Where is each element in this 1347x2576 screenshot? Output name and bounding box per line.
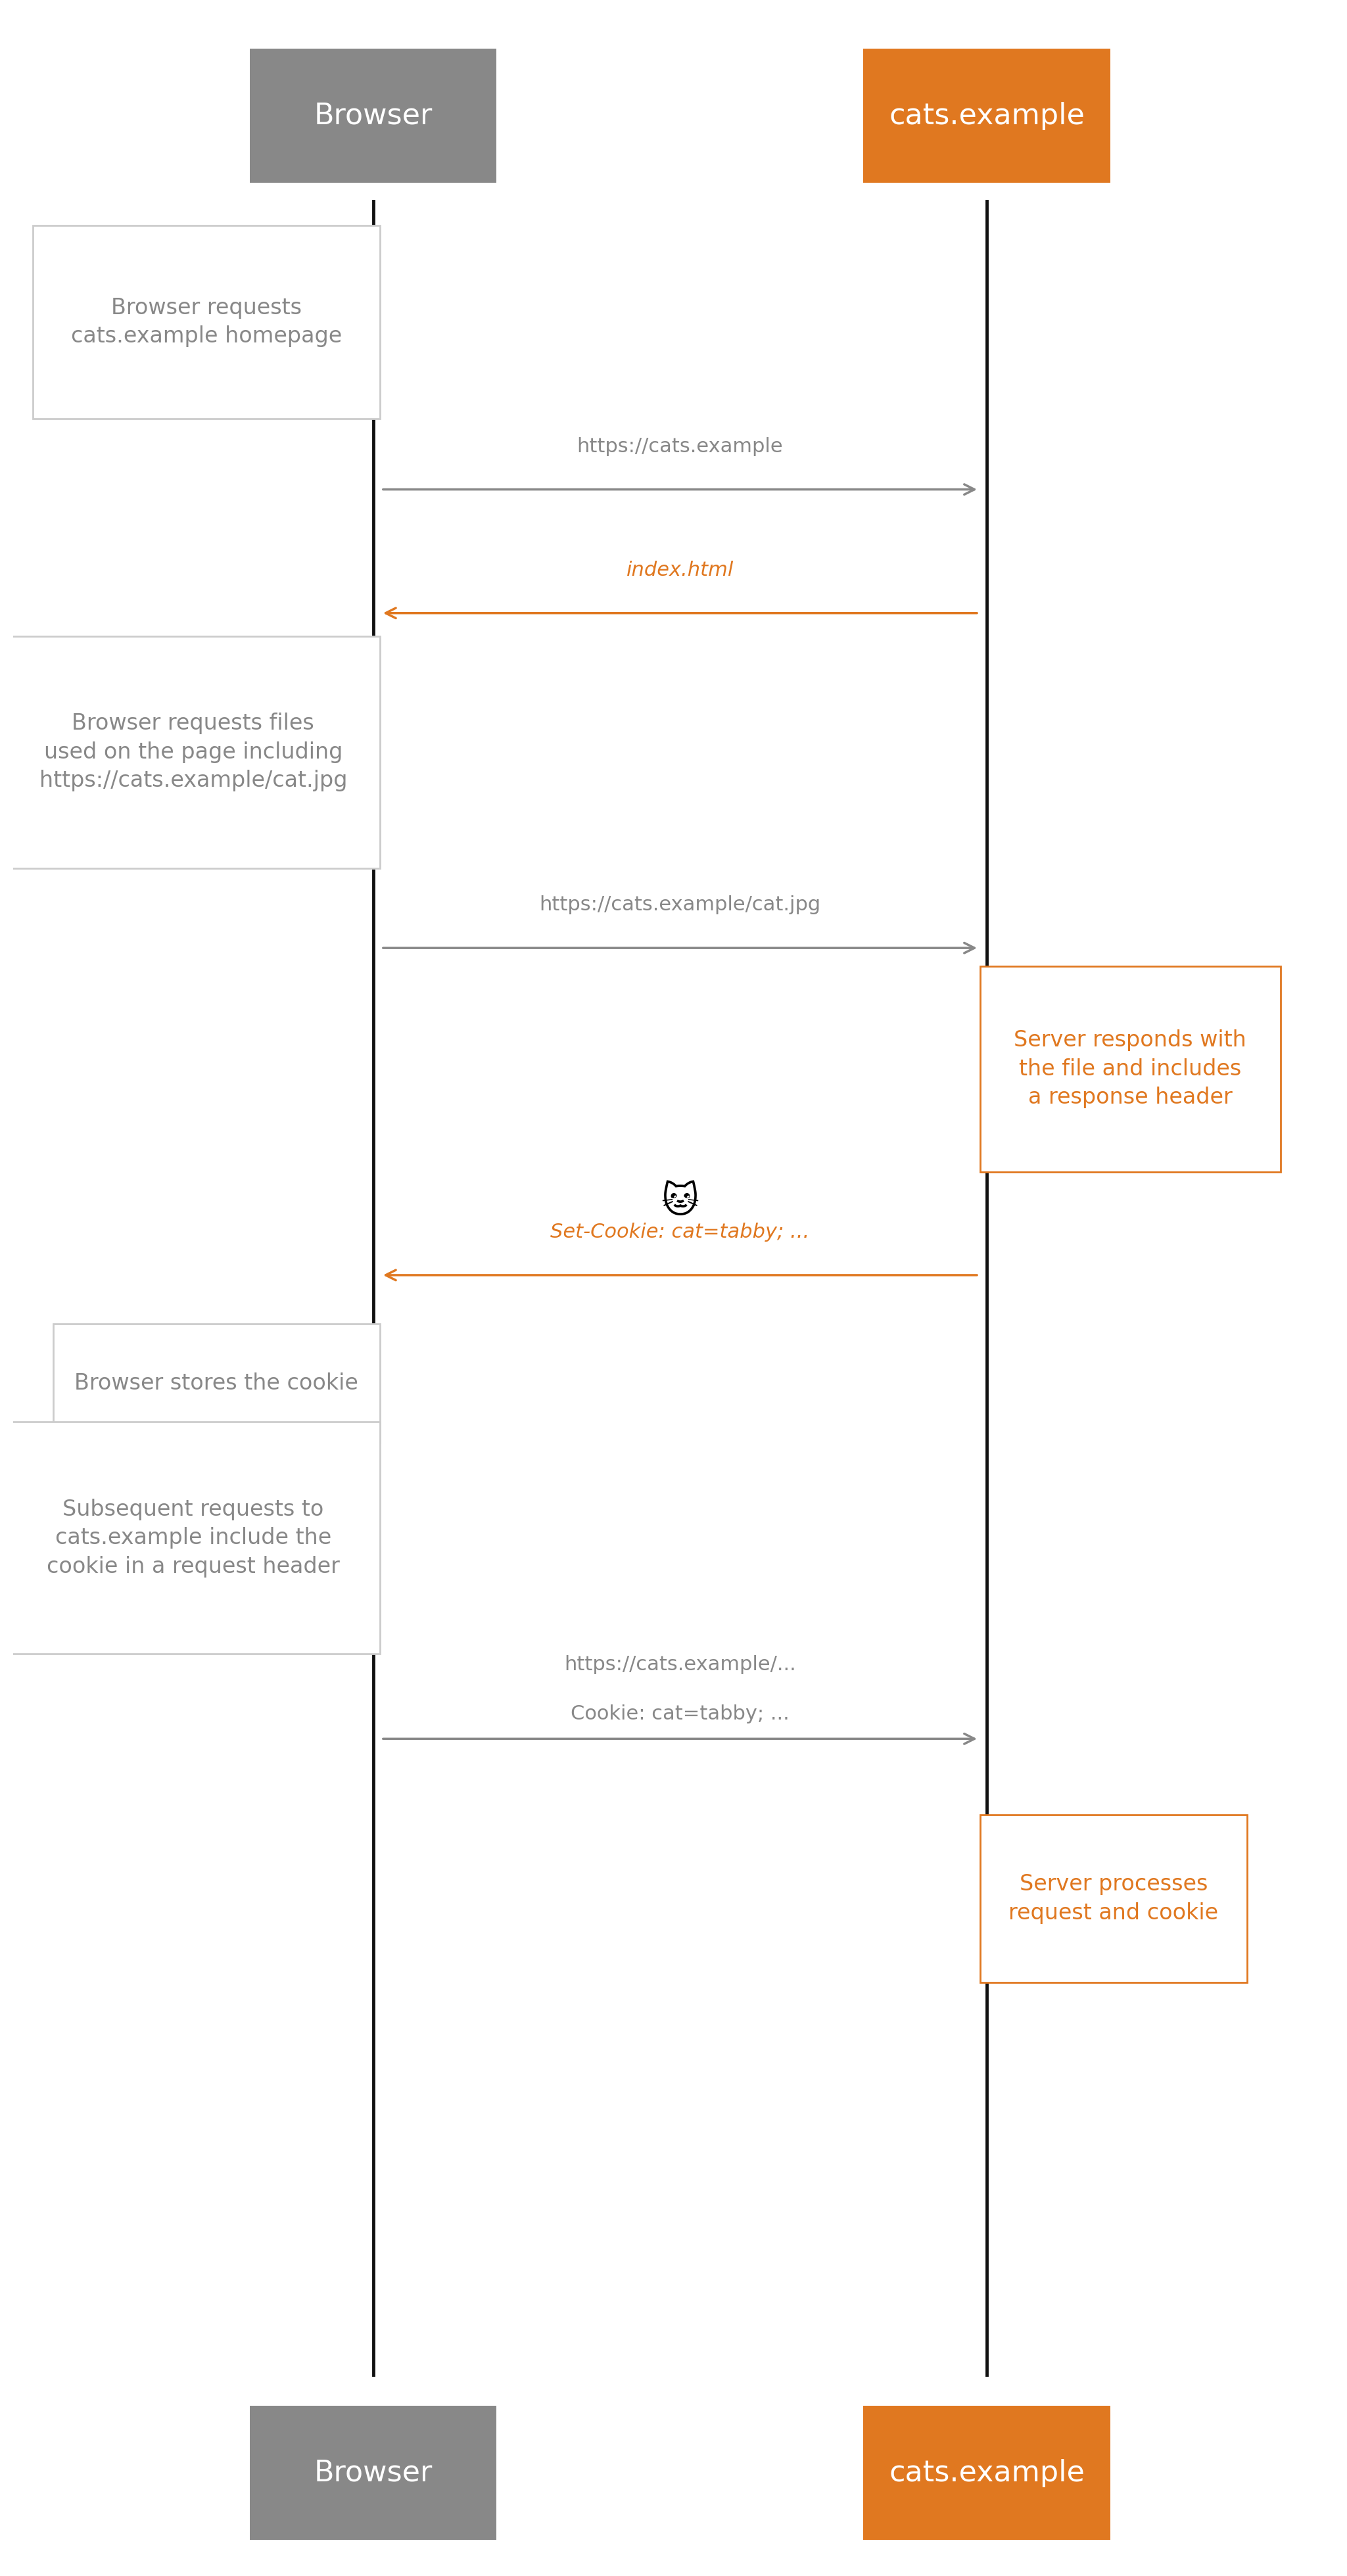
Text: cats.example: cats.example [889,2460,1084,2486]
Text: 🐱: 🐱 [661,1185,699,1221]
Text: Subsequent requests to
cats.example include the
cookie in a request header: Subsequent requests to cats.example incl… [47,1499,339,1577]
Text: Browser requests files
used on the page including
https://cats.example/cat.jpg: Browser requests files used on the page … [39,714,348,791]
Text: Server processes
request and cookie: Server processes request and cookie [1009,1873,1219,1924]
FancyBboxPatch shape [981,966,1280,1172]
Text: https://cats.example/cat.jpg: https://cats.example/cat.jpg [539,896,820,914]
Text: Cookie: cat=tabby; ...: Cookie: cat=tabby; ... [571,1705,789,1723]
Text: Set-Cookie: cat=tabby; ...: Set-Cookie: cat=tabby; ... [551,1224,810,1242]
Text: Browser stores the cookie: Browser stores the cookie [74,1373,358,1394]
FancyBboxPatch shape [863,2406,1110,2540]
Text: Server responds with
the file and includes
a response header: Server responds with the file and includ… [1014,1030,1246,1108]
Text: cats.example: cats.example [889,103,1084,129]
FancyBboxPatch shape [53,1324,380,1443]
FancyBboxPatch shape [863,49,1110,183]
Text: https://cats.example: https://cats.example [577,438,783,456]
Text: index.html: index.html [626,562,734,580]
Text: https://cats.example/...: https://cats.example/... [564,1656,796,1674]
FancyBboxPatch shape [34,227,380,420]
Text: Browser: Browser [314,103,432,129]
FancyBboxPatch shape [7,636,380,868]
FancyBboxPatch shape [7,1422,380,1654]
FancyBboxPatch shape [249,49,497,183]
Text: Browser requests
cats.example homepage: Browser requests cats.example homepage [71,296,342,348]
FancyBboxPatch shape [981,1814,1247,1984]
Text: Browser: Browser [314,2460,432,2486]
FancyBboxPatch shape [249,2406,497,2540]
